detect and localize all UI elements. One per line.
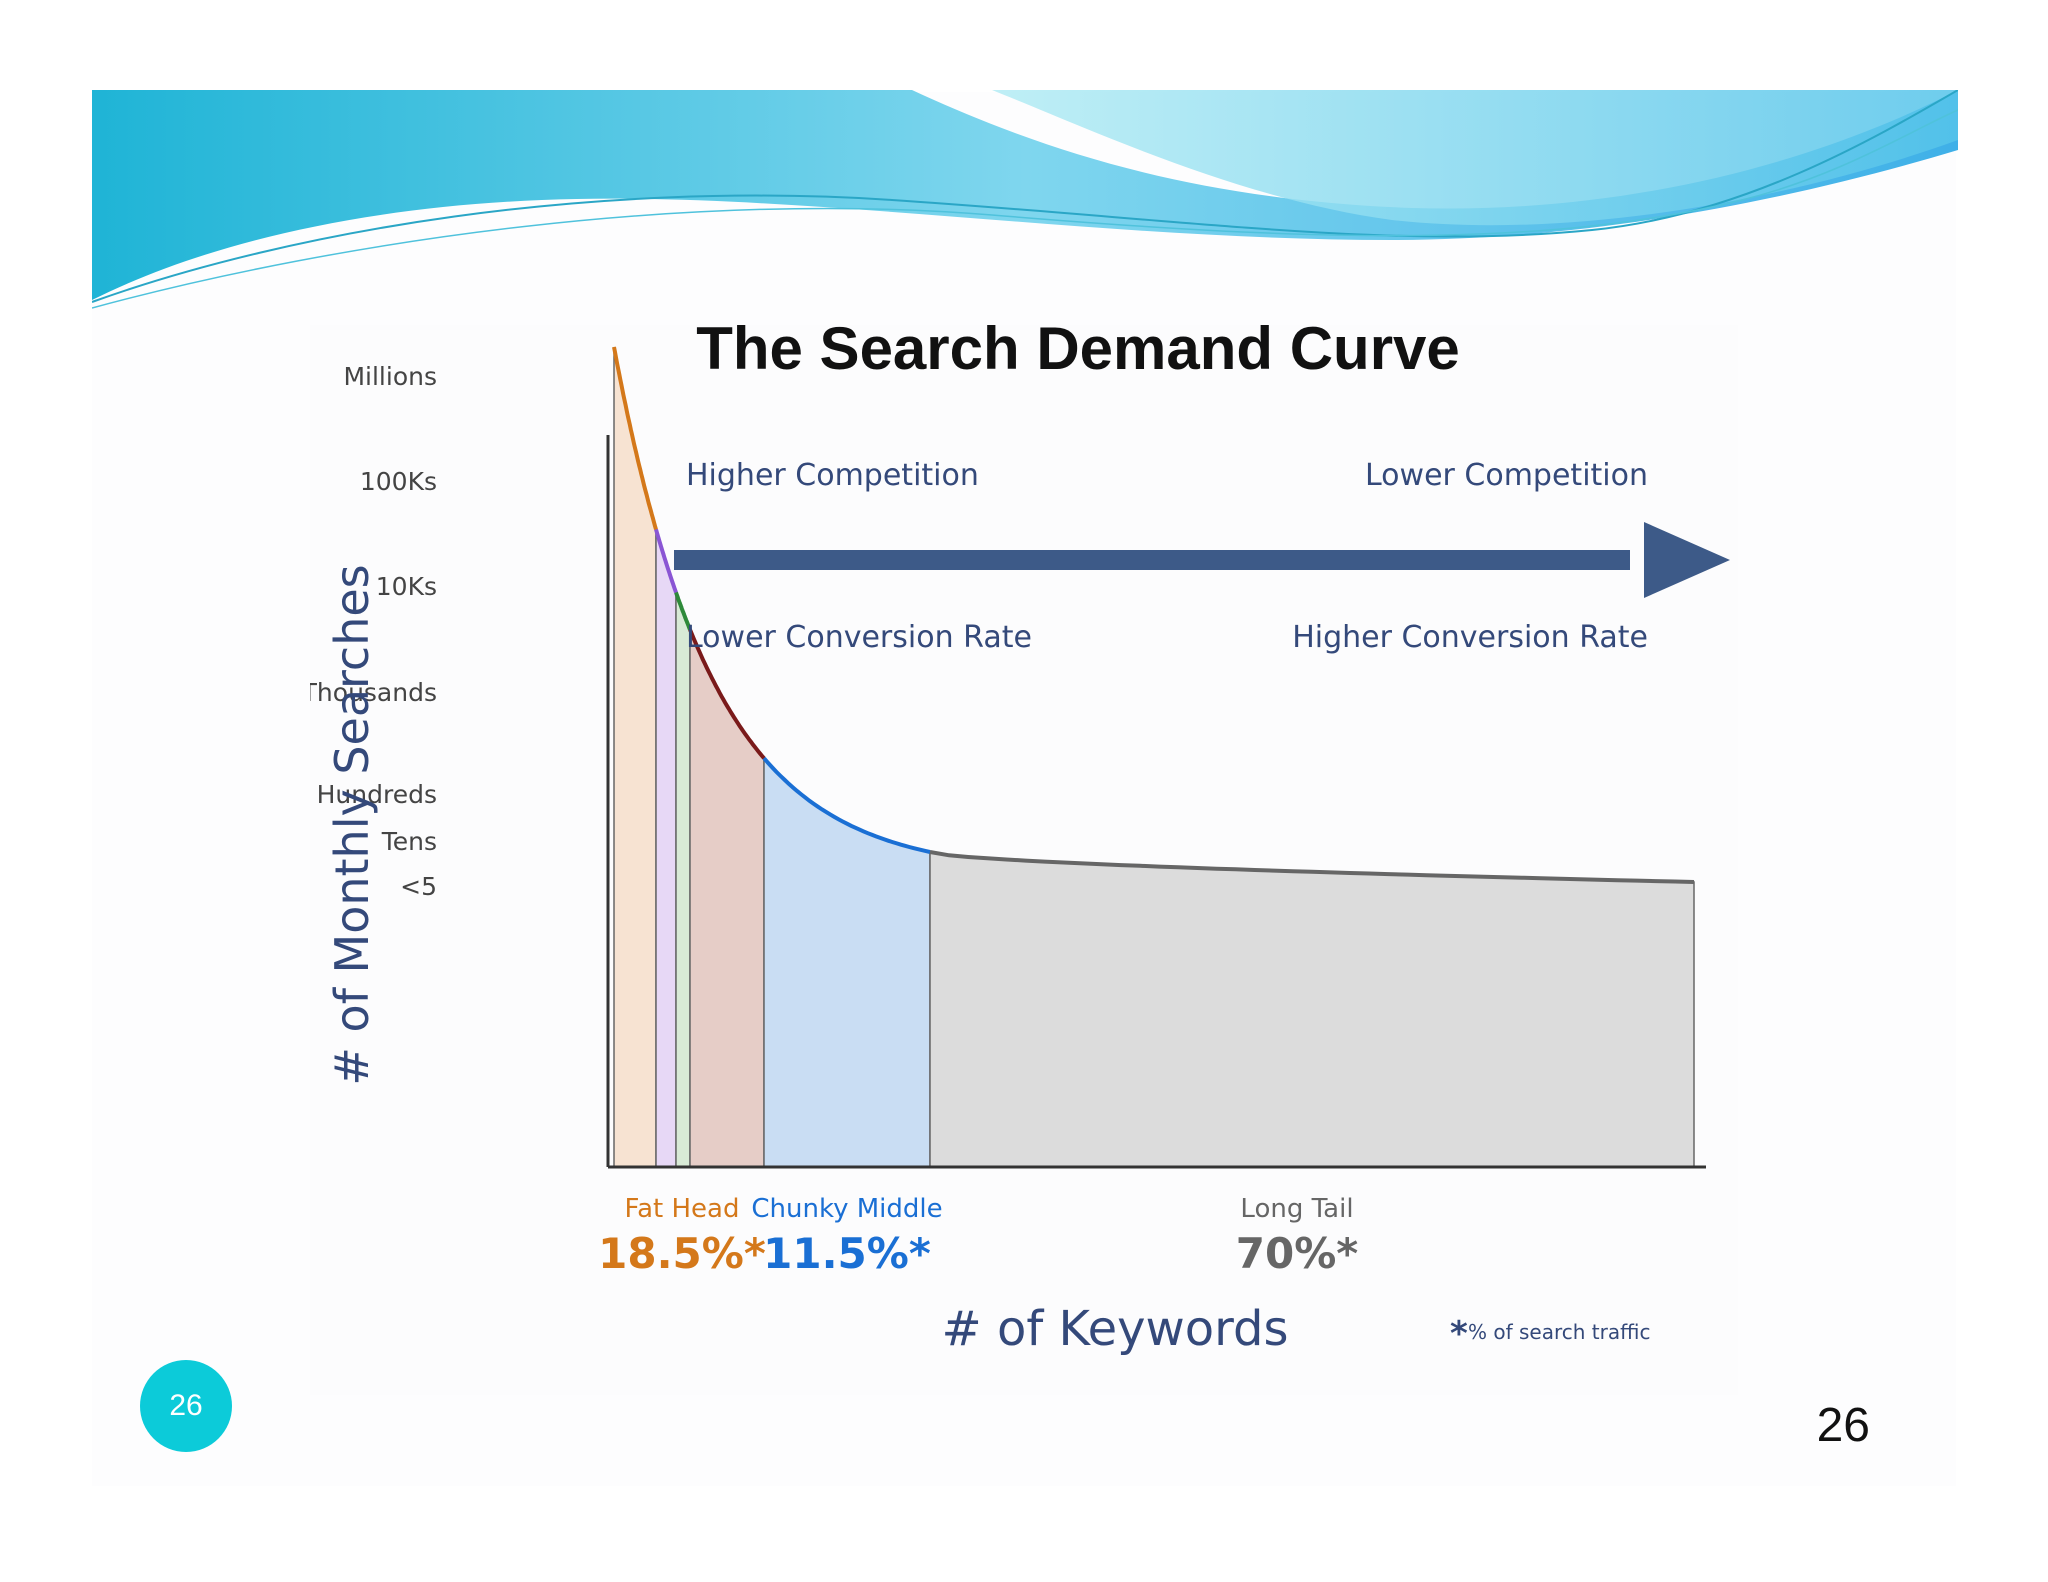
y-tick-label: Tens — [381, 827, 437, 856]
fat-head-band-1-curve — [612, 346, 658, 530]
long-tail-band-curve — [929, 850, 1695, 884]
conversion-left-bottom: Lower Conversion Rate — [686, 620, 1032, 655]
fat-head-band-1 — [613, 346, 657, 1168]
y-tick-label: <5 — [400, 872, 437, 901]
competition-left-top: Higher Competition — [686, 458, 979, 493]
segment-label-fat-head: Fat Head — [625, 1194, 740, 1224]
y-tick-labels: Millions 100Ks 10Ks Thousands Hundreds Tens <5 — [310, 362, 437, 901]
banner-line-1 — [92, 90, 1958, 303]
segment-percent-fat-head: 18.5%* — [598, 1229, 766, 1278]
search-demand-chart: The Search Demand Curve Millions 100Ks 10K… — [310, 325, 1730, 1357]
banner-wave-main — [92, 90, 1958, 300]
fat-head-band-4 — [689, 629, 765, 1168]
slide-number-badge: 26 — [140, 1360, 232, 1452]
y-tick-label: Millions — [343, 362, 437, 391]
footnote-text: % of search traffic — [1468, 1320, 1650, 1344]
segment-label-long-tail: Long Tail — [1240, 1194, 1353, 1224]
x-axis-label: # of Keywords — [941, 1301, 1288, 1357]
y-tick-label: Thousands — [310, 678, 437, 707]
fat-head-band-4-curve — [688, 628, 766, 760]
fat-head-band-3-curve — [674, 591, 692, 631]
fat-head-band-2 — [655, 529, 677, 1168]
competition-arrow-shaft — [674, 550, 1630, 570]
chunky-middle-band-curve — [762, 756, 931, 854]
chart-title: The Search Demand Curve — [696, 325, 1460, 382]
competition-right-top: Lower Competition — [1365, 458, 1648, 493]
long-tail-band — [929, 851, 1695, 1168]
y-tick-label: 10Ks — [376, 572, 437, 601]
y-axis-label: # of Monthly Searches — [325, 564, 379, 1085]
banner-wave-light — [992, 90, 1958, 226]
fat-head-band-2-curve — [654, 528, 678, 594]
header-wave-banner — [92, 90, 1958, 309]
chunky-middle-band — [763, 756, 931, 1168]
banner-line-2 — [92, 109, 1958, 309]
competition-arrow-head — [1644, 522, 1730, 598]
footnote-star: * — [1450, 1314, 1468, 1354]
fat-head-band-3 — [675, 592, 691, 1168]
y-tick-label: 100Ks — [360, 467, 437, 496]
segment-label-chunky-middle: Chunky Middle — [751, 1194, 942, 1224]
curve-layer — [612, 346, 1695, 884]
segment-percent-chunky-middle: 11.5%* — [763, 1229, 931, 1278]
conversion-right-bottom: Higher Conversion Rate — [1292, 620, 1648, 655]
segment-percent-long-tail: 70%* — [1236, 1229, 1359, 1278]
y-tick-label: Hundreds — [317, 780, 437, 809]
page-number: 26 — [1816, 1399, 1870, 1452]
